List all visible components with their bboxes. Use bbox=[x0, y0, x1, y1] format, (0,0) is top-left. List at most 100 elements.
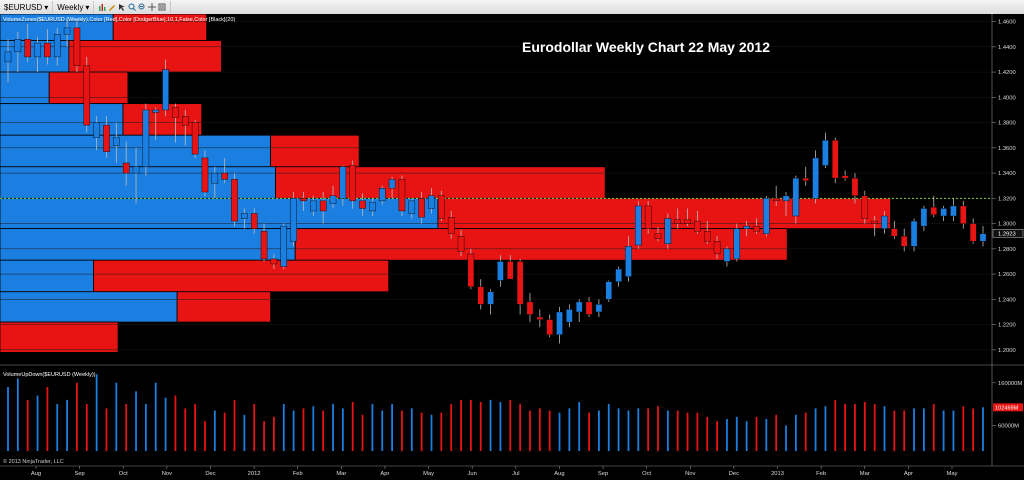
candle-body bbox=[53, 34, 61, 58]
candle bbox=[812, 150, 819, 204]
candle bbox=[191, 120, 199, 158]
candle bbox=[930, 195, 938, 218]
candle-body bbox=[162, 69, 169, 111]
candle bbox=[388, 176, 396, 199]
candle bbox=[260, 223, 268, 262]
candle bbox=[792, 175, 800, 224]
time-tick-label: Oct bbox=[642, 471, 651, 477]
candle bbox=[369, 198, 376, 217]
candle-body bbox=[398, 179, 406, 212]
candle-body bbox=[792, 177, 800, 217]
candle bbox=[467, 248, 475, 290]
candle-body bbox=[231, 179, 238, 222]
volume-zone-buy bbox=[0, 103, 124, 136]
zoom-out-icon[interactable] bbox=[138, 3, 146, 11]
candle bbox=[4, 39, 12, 83]
candles bbox=[4, 19, 987, 344]
time-tick-label: 2012 bbox=[248, 471, 261, 477]
time-tick-label: Nov bbox=[685, 471, 695, 477]
volume-zone-buy bbox=[0, 71, 50, 105]
volume-zone-sell bbox=[437, 197, 891, 230]
candle-body bbox=[566, 309, 573, 323]
candle-body bbox=[546, 319, 553, 335]
candle-body bbox=[260, 230, 268, 260]
last-volume-marker bbox=[993, 403, 1023, 412]
candle bbox=[329, 185, 337, 209]
candle-body bbox=[930, 206, 938, 215]
candle-body bbox=[300, 198, 307, 202]
candle bbox=[979, 226, 987, 247]
candle-body bbox=[871, 220, 878, 224]
crosshair-icon[interactable] bbox=[148, 3, 157, 11]
price-tick-label: 1.4600 bbox=[998, 20, 1016, 26]
instrument-label: $EURUSD bbox=[4, 2, 43, 12]
candle-body bbox=[832, 140, 839, 179]
candle-body bbox=[211, 172, 219, 184]
candle-body bbox=[723, 248, 731, 262]
candle bbox=[270, 253, 278, 270]
candle bbox=[73, 19, 81, 73]
period-selector[interactable]: Weekly ▾ bbox=[53, 1, 95, 13]
candle-body bbox=[812, 157, 819, 199]
candle bbox=[723, 246, 731, 267]
candle bbox=[851, 173, 859, 204]
bar-chart-icon[interactable] bbox=[98, 3, 106, 11]
candle-body bbox=[428, 195, 435, 209]
volume-zone-sell bbox=[275, 166, 606, 199]
instrument-selector[interactable]: $EURUSD ▾ bbox=[0, 1, 54, 13]
candle-body bbox=[290, 198, 297, 242]
candle bbox=[822, 132, 829, 169]
price-axis: 1.4600 1.4400 1.4200 1.4000 1.3800 1.3600 1.34… bbox=[992, 20, 1024, 354]
candle-body bbox=[44, 42, 51, 58]
zoom-in-icon[interactable] bbox=[128, 3, 137, 11]
candle-body bbox=[438, 195, 445, 219]
candle-body bbox=[605, 281, 613, 300]
candle bbox=[201, 150, 209, 196]
volume-zone-buy bbox=[0, 228, 296, 261]
candle bbox=[162, 59, 169, 117]
volume-zone-sell bbox=[68, 40, 222, 73]
candle bbox=[290, 192, 297, 247]
pencil-icon[interactable] bbox=[108, 3, 116, 11]
chart-title: Eurodollar Weekly Chart 22 May 2012 bbox=[522, 39, 770, 55]
candle-body bbox=[349, 165, 356, 202]
price-panel-label: VolumeZones($EURUSD (Weekly),Color [Red]… bbox=[3, 17, 235, 23]
candle-body bbox=[142, 109, 150, 167]
candle-body bbox=[339, 166, 347, 199]
candle bbox=[172, 103, 179, 143]
candle bbox=[871, 216, 878, 237]
candle bbox=[674, 208, 681, 229]
candle-body bbox=[83, 65, 91, 126]
volume-zone-sell bbox=[294, 228, 788, 261]
candle-body bbox=[615, 268, 622, 282]
candle bbox=[969, 218, 977, 244]
time-tick-label: Apr bbox=[904, 471, 913, 477]
candle bbox=[881, 210, 888, 234]
volume-zone-sell bbox=[112, 14, 208, 41]
time-tick-label: Feb bbox=[293, 471, 303, 477]
candle bbox=[408, 198, 416, 219]
arrow-icon[interactable] bbox=[118, 3, 126, 11]
volume-bars bbox=[7, 374, 984, 451]
candle bbox=[920, 205, 928, 232]
price-tick-label: 1.2200 bbox=[998, 323, 1016, 329]
candle bbox=[595, 299, 603, 318]
candle bbox=[142, 103, 150, 176]
price-tick-label: 1.2000 bbox=[998, 348, 1016, 354]
properties-icon[interactable] bbox=[158, 3, 166, 11]
candle bbox=[743, 221, 750, 237]
price-tick-label: 1.3000 bbox=[998, 222, 1016, 228]
chevron-down-icon: ▾ bbox=[85, 2, 90, 12]
copyright-text: © 2013 NinjaTrader, LLC bbox=[3, 458, 64, 465]
candle-body bbox=[408, 200, 416, 214]
candle bbox=[428, 188, 435, 214]
time-tick-label: Nov bbox=[162, 471, 172, 477]
price-tick-label: 1.2600 bbox=[998, 272, 1016, 278]
candle bbox=[782, 192, 790, 217]
candle bbox=[516, 258, 524, 315]
candle bbox=[349, 160, 356, 209]
candle bbox=[841, 170, 849, 181]
volume-axis: 160000M 60000M 102469M bbox=[992, 381, 1023, 429]
candle bbox=[122, 141, 130, 186]
candle-body bbox=[201, 157, 209, 193]
